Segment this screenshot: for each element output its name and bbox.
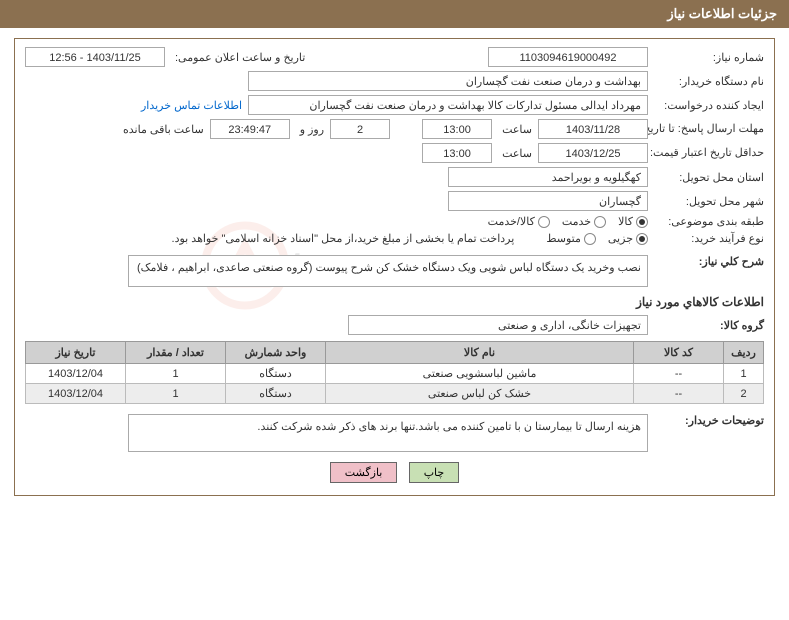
valid-time: 13:00 <box>422 143 492 163</box>
buyer-notes-label: توضیحات خریدار: <box>654 414 764 427</box>
process-radio-group: جزیی متوسط <box>546 232 648 245</box>
th-unit: واحد شمارش <box>226 342 326 364</box>
group-value: تجهیزات خانگی، اداری و صنعتی <box>348 315 648 335</box>
city-value: گچساران <box>448 191 648 211</box>
category-radio-group: کالا خدمت کالا/خدمت <box>488 215 648 228</box>
radio-medium[interactable] <box>584 233 596 245</box>
table-row: 2 -- خشک کن لباس صنعتی دستگاه 1 1403/12/… <box>26 384 764 404</box>
pub-datetime-value: 1403/11/25 - 12:56 <box>25 47 165 67</box>
th-date: تاریخ نیاز <box>26 342 126 364</box>
buyer-org-value: بهداشت و درمان صنعت نفت گچساران <box>248 71 648 91</box>
cell-unit: دستگاه <box>226 364 326 384</box>
items-section-title: اطلاعات کالاهاي مورد نیاز <box>25 295 764 309</box>
desc-label: شرح کلي نیاز: <box>654 255 764 268</box>
buyer-notes-value: هزینه ارسال تا بیمارستا ن با تامین کننده… <box>128 414 648 452</box>
deadline-label: مهلت ارسال پاسخ: تا تاریخ: <box>654 123 764 135</box>
radio-small-label: جزیی <box>608 232 633 245</box>
button-bar: چاپ بازگشت <box>25 462 764 483</box>
cell-date: 1403/12/04 <box>26 364 126 384</box>
back-button[interactable]: بازگشت <box>330 462 398 483</box>
cell-unit: دستگاه <box>226 384 326 404</box>
radio-both[interactable] <box>538 216 550 228</box>
category-label: طبقه بندی موضوعی: <box>654 215 764 228</box>
cell-date: 1403/12/04 <box>26 384 126 404</box>
need-no-value: 1103094619000492 <box>488 47 648 67</box>
valid-label: حداقل تاریخ اعتبار قیمت: تا تاریخ: <box>654 147 764 159</box>
cell-row: 1 <box>724 364 764 384</box>
need-no-label: شماره نیاز: <box>654 51 764 64</box>
cell-row: 2 <box>724 384 764 404</box>
deadline-time: 13:00 <box>422 119 492 139</box>
group-label: گروه کالا: <box>654 319 764 332</box>
th-code: کد کالا <box>634 342 724 364</box>
radio-khadamat[interactable] <box>594 216 606 228</box>
cell-name: ماشین لباسشویی صنعتی <box>326 364 634 384</box>
cell-code: -- <box>634 384 724 404</box>
page-header: جزئیات اطلاعات نیاز <box>0 0 789 28</box>
cell-qty: 1 <box>126 364 226 384</box>
contact-link[interactable]: اطلاعات تماس خریدار <box>141 99 242 112</box>
deadline-date: 1403/11/28 <box>538 119 648 139</box>
countdown-value: 23:49:47 <box>210 119 290 139</box>
th-row: ردیف <box>724 342 764 364</box>
requester-value: مهرداد ایدالی مسئول تدارکات کالا بهداشت … <box>248 95 648 115</box>
cell-name: خشک کن لباس صنعتی <box>326 384 634 404</box>
radio-medium-label: متوسط <box>546 232 581 245</box>
th-name: نام کالا <box>326 342 634 364</box>
radio-kala[interactable] <box>636 216 648 228</box>
requester-label: ایجاد کننده درخواست: <box>654 99 764 112</box>
desc-value: نصب وخرید یک دستگاه لباس شویی ویک دستگاه… <box>128 255 648 287</box>
radio-khadamat-label: خدمت <box>562 215 591 228</box>
time-label-2: ساعت <box>498 147 532 160</box>
remain-label: ساعت باقی مانده <box>119 123 204 136</box>
province-value: کهگیلویه و بویراحمد <box>448 167 648 187</box>
city-label: شهر محل تحویل: <box>654 195 764 208</box>
radio-both-label: کالا/خدمت <box>488 215 535 228</box>
radio-small[interactable] <box>636 233 648 245</box>
page-title: جزئیات اطلاعات نیاز <box>667 6 777 21</box>
pub-datetime-label: تاریخ و ساعت اعلان عمومی: <box>171 51 305 64</box>
cell-qty: 1 <box>126 384 226 404</box>
main-container: AriaTender.net شماره نیاز: 1103094619000… <box>14 38 775 496</box>
buyer-org-label: نام دستگاه خریدار: <box>654 75 764 88</box>
days-label: روز و <box>296 123 324 136</box>
process-note: پرداخت تمام یا بخشی از مبلغ خرید،از محل … <box>168 232 515 245</box>
process-label: نوع فرآیند خرید: <box>654 232 764 245</box>
items-table: ردیف کد کالا نام کالا واحد شمارش تعداد /… <box>25 341 764 404</box>
time-label-1: ساعت <box>498 123 532 136</box>
valid-date: 1403/12/25 <box>538 143 648 163</box>
days-value: 2 <box>330 119 390 139</box>
table-row: 1 -- ماشین لباسشویی صنعتی دستگاه 1 1403/… <box>26 364 764 384</box>
cell-code: -- <box>634 364 724 384</box>
province-label: استان محل تحویل: <box>654 171 764 184</box>
print-button[interactable]: چاپ <box>409 462 460 483</box>
th-qty: تعداد / مقدار <box>126 342 226 364</box>
radio-kala-label: کالا <box>618 215 633 228</box>
